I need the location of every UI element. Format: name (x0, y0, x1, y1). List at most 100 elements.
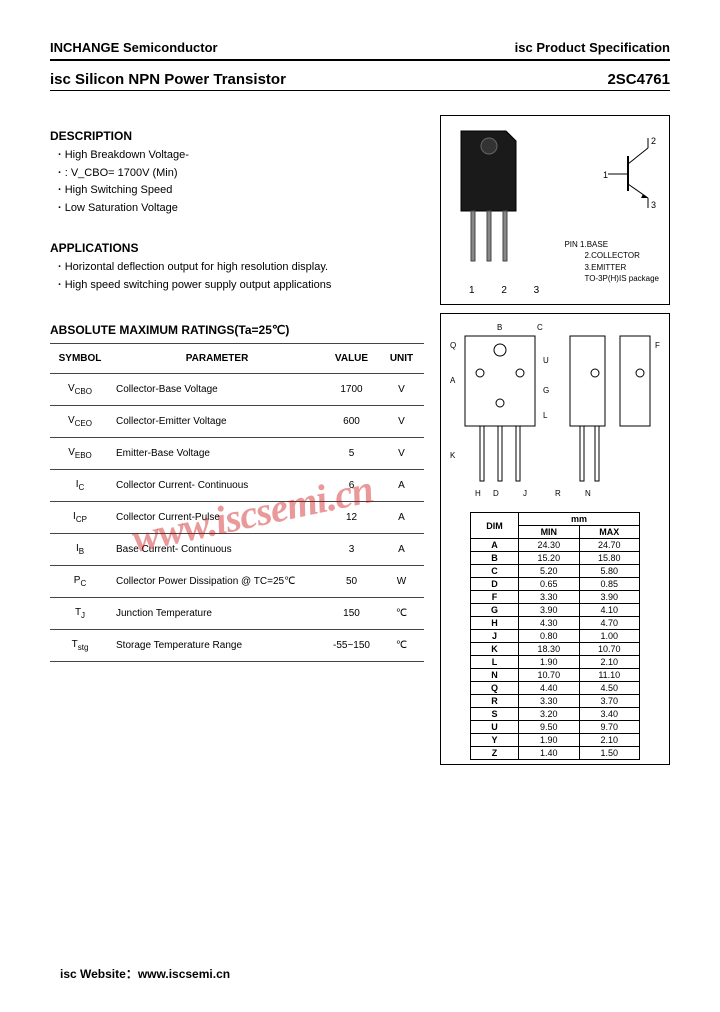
table-row: J 0.80 1.00 (471, 630, 640, 643)
cell-dim: B (471, 552, 519, 565)
cell-param: Storage Temperature Range (110, 629, 324, 661)
svg-text:U: U (543, 356, 549, 365)
dim-col: DIM (471, 513, 519, 539)
cell-min: 9.50 (519, 721, 579, 734)
svg-text:F: F (655, 341, 660, 350)
cell-unit: W (379, 565, 424, 597)
table-row: A 24.30 24.70 (471, 539, 640, 552)
main-content: DESCRIPTION High Breakdown Voltage- : V_… (50, 115, 670, 765)
cell-dim: Y (471, 734, 519, 747)
svg-text:G: G (543, 386, 549, 395)
cell-unit: A (379, 533, 424, 565)
cell-dim: S (471, 708, 519, 721)
cell-min: 4.40 (519, 682, 579, 695)
cell-max: 4.70 (579, 617, 639, 630)
title-row: isc Silicon NPN Power Transistor 2SC4761 (50, 71, 670, 88)
cell-min: 24.30 (519, 539, 579, 552)
cell-unit: V (379, 437, 424, 469)
svg-text:N: N (585, 489, 591, 498)
cell-dim: K (471, 643, 519, 656)
cell-symbol: VCBO (50, 373, 110, 405)
cell-value: 12 (324, 501, 379, 533)
cell-param: Base Current- Continuous (110, 533, 324, 565)
svg-text:B: B (497, 323, 502, 332)
dimension-drawing: A Q B C K H D J R N F L U G (445, 318, 665, 508)
pin-legend: PIN 1.BASE 2.COLLECTOR 3.EMITTER TO-3P(H… (564, 239, 659, 284)
svg-text:Q: Q (450, 341, 456, 350)
cell-max: 2.10 (579, 656, 639, 669)
cell-min: 3.30 (519, 695, 579, 708)
dim-unit-row: DIM mm (471, 513, 640, 526)
pin-numbers: 1 2 3 (469, 285, 551, 296)
svg-text:2: 2 (651, 136, 656, 146)
desc-item: : V_CBO= 1700V (Min) (58, 165, 424, 183)
cell-value: 150 (324, 597, 379, 629)
cell-value: 6 (324, 469, 379, 501)
table-row: D 0.65 0.85 (471, 578, 640, 591)
divider (50, 59, 670, 61)
app-item: High speed switching power supply output… (58, 277, 424, 295)
footer-url: www.iscsemi.cn (138, 967, 230, 981)
footer-label: isc Website： (60, 967, 138, 981)
cell-symbol: ICP (50, 501, 110, 533)
desc-item: High Breakdown Voltage- (58, 147, 424, 165)
part-number: 2SC4761 (607, 71, 670, 88)
schematic-symbol: 1 2 3 (603, 136, 663, 215)
table-row: Y 1.90 2.10 (471, 734, 640, 747)
legend-p2: 2.COLLECTOR (564, 250, 659, 261)
table-row: S 3.20 3.40 (471, 708, 640, 721)
table-row: IB Base Current- Continuous 3 A (50, 533, 424, 565)
ratings-table: SYMBOL PARAMETER VALUE UNIT VCBO Collect… (50, 343, 424, 662)
cell-max: 4.10 (579, 604, 639, 617)
svg-text:1: 1 (603, 170, 608, 180)
table-row: Q 4.40 4.50 (471, 682, 640, 695)
divider (50, 90, 670, 91)
legend-p1: 1.BASE (580, 240, 608, 249)
dim-min: MIN (519, 526, 579, 539)
legend-pkg: TO-3P(H)IS package (564, 273, 659, 284)
cell-unit: A (379, 501, 424, 533)
cell-symbol: VEBO (50, 437, 110, 469)
cell-value: 1700 (324, 373, 379, 405)
table-row: IC Collector Current- Continuous 6 A (50, 469, 424, 501)
app-item: Horizontal deflection output for high re… (58, 259, 424, 277)
cell-dim: Q (471, 682, 519, 695)
cell-dim: R (471, 695, 519, 708)
cell-min: 5.20 (519, 565, 579, 578)
header-row: INCHANGE Semiconductor isc Product Speci… (50, 40, 670, 55)
cell-min: 1.90 (519, 734, 579, 747)
svg-text:C: C (537, 323, 543, 332)
cell-unit: A (379, 469, 424, 501)
cell-min: 0.65 (519, 578, 579, 591)
cell-max: 9.70 (579, 721, 639, 734)
desc-item: Low Saturation Voltage (58, 200, 424, 218)
package-box: 1 2 3 PIN 1.BASE 2.COLLECTOR 3.EMITTER T… (440, 115, 670, 305)
table-row: C 5.20 5.80 (471, 565, 640, 578)
company-name: INCHANGE Semiconductor (50, 40, 218, 55)
svg-text:3: 3 (651, 200, 656, 210)
cell-max: 3.40 (579, 708, 639, 721)
cell-max: 3.90 (579, 591, 639, 604)
cell-dim: U (471, 721, 519, 734)
cell-dim: J (471, 630, 519, 643)
description-heading: DESCRIPTION (50, 129, 424, 143)
svg-text:L: L (543, 411, 548, 420)
cell-value: -55~150 (324, 629, 379, 661)
cell-value: 50 (324, 565, 379, 597)
table-row: H 4.30 4.70 (471, 617, 640, 630)
cell-symbol: IC (50, 469, 110, 501)
svg-text:D: D (493, 489, 499, 498)
cell-dim: G (471, 604, 519, 617)
desc-item: High Switching Speed (58, 182, 424, 200)
cell-param: Collector-Base Voltage (110, 373, 324, 405)
table-row: VCEO Collector-Emitter Voltage 600 V (50, 405, 424, 437)
cell-param: Collector-Emitter Voltage (110, 405, 324, 437)
ratings-heading: ABSOLUTE MAXIMUM RATINGS(Ta=25℃) (50, 323, 424, 337)
cell-max: 1.50 (579, 747, 639, 760)
cell-max: 3.70 (579, 695, 639, 708)
cell-max: 5.80 (579, 565, 639, 578)
cell-min: 1.90 (519, 656, 579, 669)
cell-max: 4.50 (579, 682, 639, 695)
svg-text:H: H (475, 489, 481, 498)
cell-param: Collector Power Dissipation @ TC=25℃ (110, 565, 324, 597)
